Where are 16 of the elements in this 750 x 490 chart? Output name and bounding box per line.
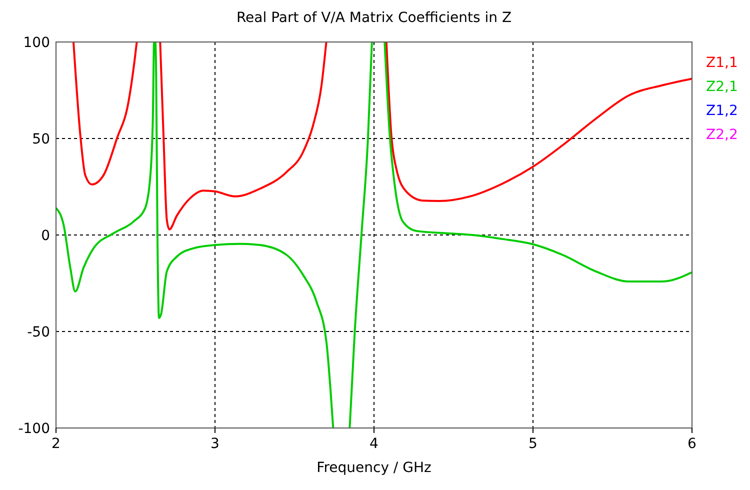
y-tick-label: 0 [41, 228, 50, 244]
x-tick-label: 5 [528, 436, 538, 452]
y-tick-label: -100 [18, 420, 50, 437]
y-tick-label: 100 [23, 34, 50, 51]
text: Z2,1 [706, 78, 738, 95]
y-tick-label: -50 [27, 324, 50, 340]
legend-label: Z2,2 [706, 126, 738, 143]
chart-title: Real Part of V/A Matrix Coefficients in Z [236, 10, 512, 26]
x-tick-label: 3 [210, 436, 220, 452]
legend-label: Z1,2 [706, 102, 738, 119]
x-axis-title: Frequency / GHz [316, 460, 432, 476]
series-label: Z1,1 [706, 54, 738, 71]
x-tick-label: 2 [52, 436, 60, 452]
x-tick-label: 4 [370, 436, 379, 452]
x-tick-label: 6 [688, 436, 697, 452]
y-tick-label: 50 [32, 131, 50, 148]
